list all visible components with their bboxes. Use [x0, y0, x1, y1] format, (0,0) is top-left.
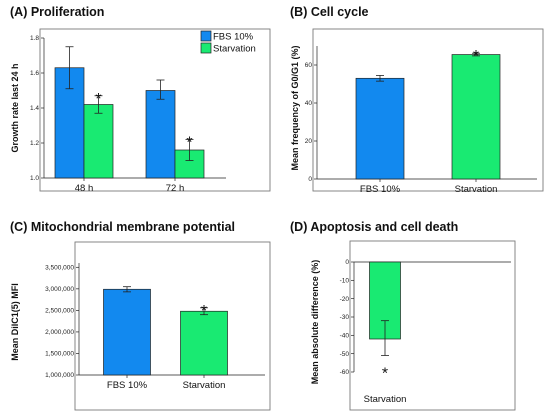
y-tick-label: -60 [340, 369, 350, 376]
significance-star: * [95, 91, 101, 108]
panel-title: (B) Cell cycle [290, 5, 369, 19]
y-axis-title: Growth rate last 24 h [10, 63, 20, 152]
y-axis-title: Mean absolute difference (%) [310, 260, 320, 385]
x-category-label: Starvation [364, 394, 407, 405]
y-axis-title: Mean DiIC1(5) MFI [10, 283, 20, 361]
y-tick-label: 0 [308, 176, 312, 183]
panel-title: (A) Proliferation [10, 5, 104, 19]
plot-frame [39, 28, 271, 192]
plot-frame [312, 28, 544, 192]
legend-label: FBS 10% [213, 32, 254, 43]
x-category-label: Starvation [183, 380, 226, 391]
significance-star: * [201, 303, 207, 320]
bar [355, 77, 405, 180]
y-tick-label: 1.2 [30, 140, 39, 147]
y-axis-title: Mean frequency of G0/G1 (%) [290, 45, 300, 170]
x-category-label: Starvation [455, 184, 498, 195]
plot-frame [349, 240, 516, 411]
y-tick-label: 60 [305, 62, 313, 69]
y-tick-label: 3,000,000 [45, 286, 74, 293]
legend-swatch [200, 42, 212, 54]
legend-swatch [200, 30, 212, 42]
y-tick-label: 1.8 [30, 35, 39, 42]
x-category-label: FBS 10% [107, 380, 148, 391]
y-tick-label: -50 [340, 351, 350, 358]
significance-star: * [382, 366, 388, 383]
y-tick-label: 40 [305, 100, 313, 107]
y-tick-label: 1,000,000 [45, 372, 74, 379]
bar [103, 288, 151, 376]
y-tick-label: -40 [340, 333, 350, 340]
x-category-label: FBS 10% [360, 184, 401, 195]
y-tick-label: 2,000,000 [45, 329, 74, 336]
plot-frame [74, 241, 271, 411]
x-category-label: 72 h [166, 183, 185, 194]
y-tick-label: 1.0 [30, 175, 39, 182]
y-tick-label: 0 [345, 259, 349, 266]
bar [145, 90, 176, 179]
panel-title: (D) Apoptosis and cell death [290, 220, 458, 234]
bar [180, 310, 228, 376]
panel-title: (C) Mitochondrial membrane potential [10, 220, 235, 234]
y-tick-label: -10 [340, 278, 350, 285]
bar [451, 54, 501, 180]
y-tick-label: 1,500,000 [45, 351, 74, 358]
y-tick-label: -20 [340, 296, 350, 303]
legend-label: Starvation [213, 44, 256, 55]
y-tick-label: 1.6 [30, 70, 39, 77]
significance-star: * [186, 135, 192, 152]
y-tick-label: 3,500,000 [45, 265, 74, 272]
bar [83, 104, 114, 179]
x-category-label: 48 h [75, 183, 94, 194]
bar [174, 149, 205, 179]
y-tick-label: 20 [305, 138, 313, 145]
significance-star: * [473, 48, 479, 65]
y-tick-label: 1.4 [30, 105, 39, 112]
y-tick-label: -30 [340, 314, 350, 321]
y-tick-label: 2,500,000 [45, 308, 74, 315]
